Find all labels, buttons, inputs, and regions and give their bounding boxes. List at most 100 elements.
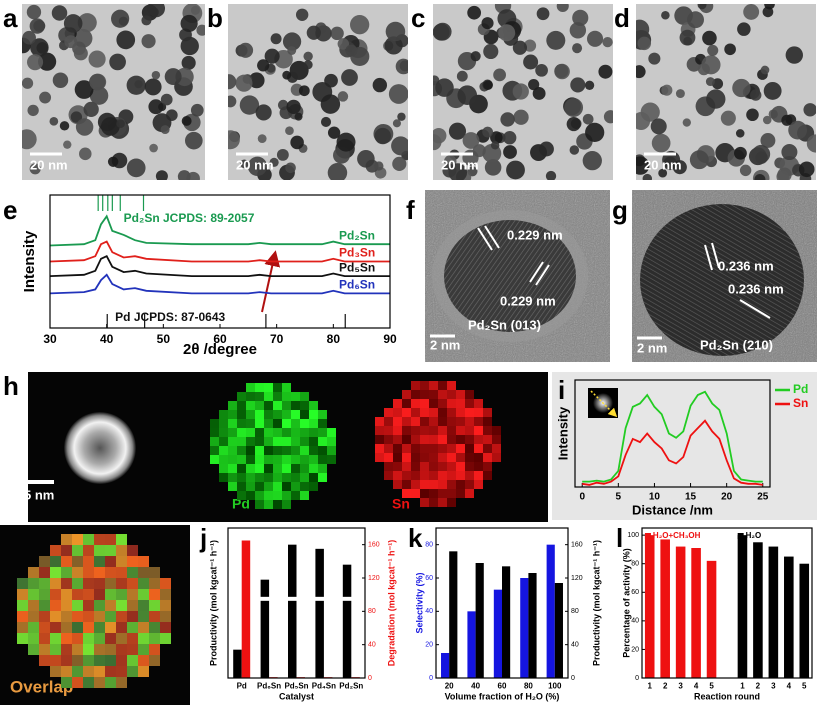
map-pixel — [438, 453, 447, 462]
particle — [750, 89, 762, 101]
map-pixel — [483, 417, 492, 426]
map-pixel — [318, 428, 327, 437]
x-tick-label: 90 — [383, 332, 397, 346]
map-pixel — [420, 480, 429, 489]
map-pixel — [402, 444, 411, 453]
map-pixel — [411, 381, 420, 390]
map-pixel — [465, 435, 474, 444]
particle — [448, 122, 467, 140]
map-pixel — [402, 462, 411, 471]
map-pixel — [447, 489, 456, 498]
x-tick-label: 70 — [270, 332, 284, 346]
bar — [467, 611, 476, 678]
plane-label: Pd₂Sn (210) — [700, 337, 773, 352]
map-pixel — [429, 471, 438, 480]
map-pixel — [237, 419, 246, 428]
map-pixel — [105, 567, 116, 578]
legend-label: Pd — [793, 382, 808, 396]
map-pixel — [50, 644, 61, 655]
map-pixel — [160, 633, 171, 644]
map-pixel — [327, 428, 336, 437]
particle — [760, 133, 776, 148]
map-pixel — [94, 633, 105, 644]
particle — [38, 52, 57, 71]
map-pixel — [94, 644, 105, 655]
map-pixel — [393, 444, 402, 453]
map-pixel — [420, 489, 429, 498]
map-pixel — [237, 401, 246, 410]
map-pixel — [28, 567, 39, 578]
map-pixel — [255, 446, 264, 455]
particle — [483, 80, 493, 90]
map-pixel — [411, 471, 420, 480]
particle — [569, 22, 587, 39]
map-pixel — [273, 428, 282, 437]
map-pixel — [282, 383, 291, 392]
map-pixel — [429, 444, 438, 453]
map-pixel — [474, 444, 483, 453]
map-pixel — [94, 666, 105, 677]
map-pixel — [429, 498, 438, 507]
map-pixel — [39, 633, 50, 644]
map-pixel — [318, 455, 327, 464]
particle — [470, 51, 481, 62]
map-pixel — [246, 383, 255, 392]
map-pixel — [318, 437, 327, 446]
map-pixel — [255, 410, 264, 419]
bar — [502, 566, 511, 678]
particle — [22, 30, 36, 45]
particle — [392, 156, 407, 171]
particle — [484, 159, 502, 176]
map-pixel — [94, 622, 105, 633]
map-pixel — [94, 611, 105, 622]
particle — [658, 168, 668, 178]
particle — [433, 127, 447, 144]
map-pixel — [127, 622, 138, 633]
particle — [330, 26, 344, 41]
map-pixel — [255, 473, 264, 482]
particle — [151, 70, 161, 80]
map-pixel — [402, 453, 411, 462]
map-pixel — [105, 677, 116, 688]
lattice-spacing: 0.236 nm — [718, 258, 774, 273]
particle — [385, 21, 406, 42]
series-line — [49, 273, 390, 295]
x-tick-label: 10 — [649, 492, 661, 503]
map-pixel — [264, 401, 273, 410]
y-axis-label: Intensity — [21, 230, 38, 292]
reference-label: Pd JCPDS: 87-0643 — [115, 310, 225, 324]
map-pixel — [72, 534, 83, 545]
particle — [689, 150, 709, 170]
map-pixel — [127, 545, 138, 556]
map-pixel — [438, 480, 447, 489]
panel-label: k — [408, 523, 423, 553]
y2-tick-label: 0 — [368, 675, 372, 682]
particle — [564, 98, 584, 118]
particles — [636, 4, 816, 180]
map-pixel — [105, 633, 116, 644]
map-pixel — [72, 633, 83, 644]
bar — [315, 548, 324, 678]
map-pixel — [17, 633, 28, 644]
map-pixel — [246, 401, 255, 410]
map-pixel — [282, 401, 291, 410]
map-pixel — [411, 462, 420, 471]
particle — [49, 116, 59, 126]
x-tick-label: 5 — [616, 492, 622, 503]
particle — [781, 114, 793, 126]
particles — [433, 4, 613, 180]
map-pixel — [61, 655, 72, 666]
map-pixel — [474, 426, 483, 435]
map-pixel — [105, 589, 116, 600]
particle — [26, 54, 44, 71]
map-pixel — [282, 491, 291, 500]
map-pixel — [483, 426, 492, 435]
map-pixel — [50, 589, 61, 600]
map-pixel — [447, 399, 456, 408]
map-pixel — [309, 482, 318, 491]
x-tick-label: 0 — [579, 492, 585, 503]
bar — [660, 539, 670, 678]
particle — [636, 65, 646, 79]
map-pixel — [237, 428, 246, 437]
y-tick-label: 60 — [425, 575, 433, 582]
